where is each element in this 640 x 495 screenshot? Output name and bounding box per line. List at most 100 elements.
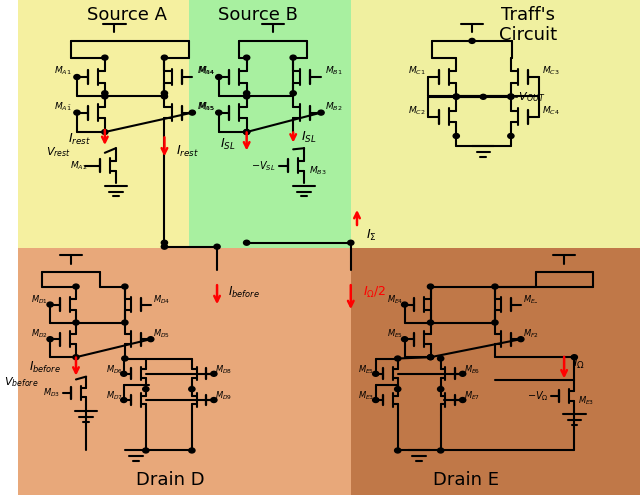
Text: $\circ V_{OUT}$: $\circ V_{OUT}$ bbox=[512, 90, 546, 103]
Text: $M_{E6}$: $M_{E6}$ bbox=[464, 364, 480, 376]
Circle shape bbox=[122, 320, 128, 325]
Circle shape bbox=[122, 284, 128, 289]
Circle shape bbox=[161, 91, 168, 96]
Circle shape bbox=[508, 134, 514, 139]
Circle shape bbox=[395, 356, 401, 361]
Circle shape bbox=[428, 284, 434, 289]
Circle shape bbox=[438, 387, 444, 392]
Circle shape bbox=[102, 94, 108, 99]
Circle shape bbox=[518, 337, 524, 342]
Bar bbox=[18, 248, 351, 495]
Circle shape bbox=[428, 355, 434, 360]
Circle shape bbox=[401, 337, 408, 342]
Circle shape bbox=[571, 355, 577, 360]
Circle shape bbox=[189, 110, 195, 115]
Text: $M_{D8}$: $M_{D8}$ bbox=[215, 364, 232, 376]
Circle shape bbox=[372, 397, 379, 402]
Text: $V_{before}$: $V_{before}$ bbox=[4, 375, 38, 389]
Text: $I_{SL}$: $I_{SL}$ bbox=[220, 137, 236, 152]
Text: $M_{D1}$: $M_{D1}$ bbox=[31, 294, 47, 306]
Text: $M_{A5}$: $M_{A5}$ bbox=[197, 100, 215, 113]
Text: $I_{before}$: $I_{before}$ bbox=[228, 285, 260, 300]
Circle shape bbox=[161, 244, 168, 249]
Text: $M_{E5}$: $M_{E5}$ bbox=[358, 364, 374, 376]
Circle shape bbox=[460, 371, 466, 376]
Text: $M_{C2}$: $M_{C2}$ bbox=[408, 104, 426, 117]
Text: $I_{\Sigma}$: $I_{\Sigma}$ bbox=[366, 228, 377, 243]
Circle shape bbox=[428, 355, 434, 360]
Text: $-V_{SL}$: $-V_{SL}$ bbox=[251, 159, 275, 173]
Circle shape bbox=[73, 320, 79, 325]
Circle shape bbox=[244, 91, 250, 96]
Text: $M_{F2}$: $M_{F2}$ bbox=[524, 328, 539, 341]
Circle shape bbox=[102, 91, 108, 96]
Text: $-V_{\Omega}$: $-V_{\Omega}$ bbox=[527, 389, 548, 403]
Circle shape bbox=[73, 284, 79, 289]
Circle shape bbox=[214, 244, 220, 249]
Text: $M_{E4}$: $M_{E4}$ bbox=[387, 294, 403, 306]
Text: Source B: Source B bbox=[218, 6, 298, 24]
Circle shape bbox=[453, 134, 460, 139]
Text: $M_{35}$: $M_{35}$ bbox=[198, 100, 215, 113]
Text: Traff's
Circuit: Traff's Circuit bbox=[499, 5, 557, 45]
Text: $M_{A\bar{1}}$: $M_{A\bar{1}}$ bbox=[54, 100, 72, 113]
Circle shape bbox=[122, 356, 128, 361]
Text: $M_{B2}$: $M_{B2}$ bbox=[324, 100, 342, 113]
Circle shape bbox=[469, 39, 475, 44]
Circle shape bbox=[318, 110, 324, 115]
Circle shape bbox=[161, 55, 168, 60]
Circle shape bbox=[244, 130, 250, 135]
Circle shape bbox=[438, 448, 444, 453]
Circle shape bbox=[216, 75, 222, 80]
Text: Drain D: Drain D bbox=[136, 471, 205, 489]
Circle shape bbox=[102, 130, 108, 135]
Circle shape bbox=[211, 371, 217, 376]
Text: $M_{E_{-}}$: $M_{E_{-}}$ bbox=[524, 294, 540, 305]
Circle shape bbox=[47, 337, 53, 342]
Circle shape bbox=[492, 284, 498, 289]
Circle shape bbox=[244, 240, 250, 245]
Circle shape bbox=[401, 302, 408, 307]
Text: $M_{C4}$: $M_{C4}$ bbox=[543, 104, 560, 117]
Text: $M_{E3}$: $M_{E3}$ bbox=[578, 395, 594, 407]
Circle shape bbox=[211, 397, 217, 402]
Circle shape bbox=[508, 94, 514, 99]
Circle shape bbox=[161, 240, 168, 245]
Text: $M_{A1}$: $M_{A1}$ bbox=[54, 65, 72, 77]
Circle shape bbox=[161, 94, 168, 99]
Circle shape bbox=[460, 397, 466, 402]
Text: $M_{C1}$: $M_{C1}$ bbox=[408, 65, 426, 77]
Text: $I_{rest}$: $I_{rest}$ bbox=[175, 144, 198, 159]
Text: $M_{E5}$: $M_{E5}$ bbox=[387, 328, 403, 341]
Circle shape bbox=[121, 371, 127, 376]
Circle shape bbox=[189, 448, 195, 453]
Text: $M_{E7}$: $M_{E7}$ bbox=[464, 390, 480, 402]
Circle shape bbox=[216, 110, 222, 115]
Text: $I_{rest}$: $I_{rest}$ bbox=[68, 132, 91, 147]
Circle shape bbox=[74, 110, 80, 115]
Text: $I_{\Omega}$: $I_{\Omega}$ bbox=[573, 356, 585, 371]
Circle shape bbox=[73, 355, 79, 360]
Text: $M_{B3}$: $M_{B3}$ bbox=[308, 164, 326, 177]
Text: $M_{D6}$: $M_{D6}$ bbox=[106, 364, 123, 376]
Circle shape bbox=[480, 95, 486, 99]
Circle shape bbox=[372, 371, 379, 376]
Circle shape bbox=[290, 91, 296, 96]
Circle shape bbox=[143, 387, 149, 392]
Circle shape bbox=[47, 302, 53, 307]
Circle shape bbox=[438, 356, 444, 361]
Circle shape bbox=[492, 320, 498, 325]
Text: $I_{before}$: $I_{before}$ bbox=[29, 359, 60, 375]
Circle shape bbox=[244, 55, 250, 60]
Circle shape bbox=[453, 95, 460, 99]
Text: $M_{B1}$: $M_{B1}$ bbox=[324, 65, 342, 77]
Circle shape bbox=[121, 397, 127, 402]
Text: $M_{D4}$: $M_{D4}$ bbox=[153, 294, 170, 306]
Text: $M_{D5}$: $M_{D5}$ bbox=[153, 328, 170, 341]
Circle shape bbox=[348, 240, 354, 245]
Circle shape bbox=[395, 387, 401, 392]
Text: Source A: Source A bbox=[87, 6, 167, 24]
Circle shape bbox=[189, 387, 195, 392]
Circle shape bbox=[453, 94, 460, 99]
Text: Drain E: Drain E bbox=[433, 471, 499, 489]
